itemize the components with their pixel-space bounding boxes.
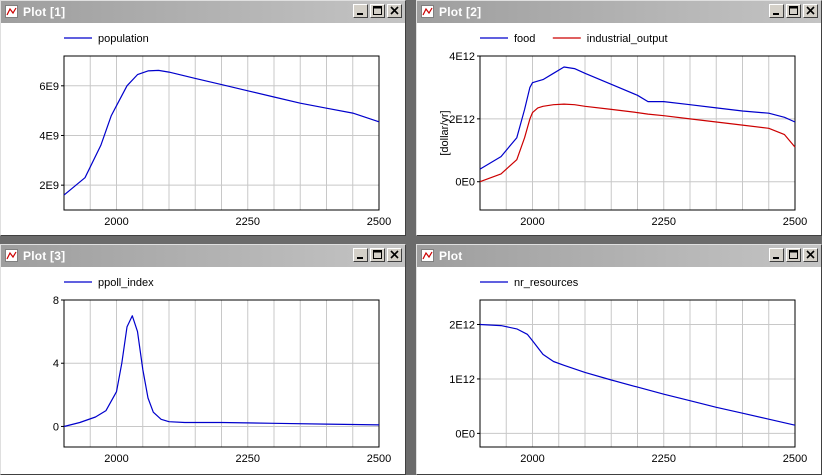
minimize-button[interactable] bbox=[353, 4, 368, 18]
x-tick-label: 2250 bbox=[652, 453, 676, 465]
plot-frame bbox=[479, 299, 796, 448]
x-tick-label: 2500 bbox=[367, 453, 391, 465]
y-tick-label: 4 bbox=[53, 358, 59, 370]
title-bar[interactable]: Plot [3] bbox=[1, 245, 405, 267]
x-tick-label: 2000 bbox=[104, 216, 128, 228]
maximize-button[interactable] bbox=[786, 4, 801, 18]
plot-window-4[interactable]: Plot 0E0 1E12 2E12 2000 2250 2500 nr_resources bbox=[416, 244, 822, 475]
series-line-ppoll_index bbox=[63, 315, 380, 428]
plot-window-icon bbox=[5, 5, 18, 18]
x-tick-label: 2000 bbox=[520, 453, 544, 465]
x-tick-label: 2500 bbox=[783, 453, 807, 465]
y-tick-label: 2E12 bbox=[449, 114, 475, 126]
series-line-nr_resources bbox=[479, 323, 796, 426]
plot-window-icon bbox=[5, 249, 18, 262]
y-axis-label: [dollar/yr] bbox=[439, 110, 451, 155]
y-tick-label: 2E12 bbox=[449, 320, 475, 332]
x-tick-label: 2000 bbox=[104, 453, 128, 465]
window-title: Plot bbox=[439, 249, 463, 263]
plot-2-chart: 0E0 2E12 4E12 2000 2250 2500 [dollar/yr] food in… bbox=[439, 33, 807, 228]
plot-window-2[interactable]: Plot [2] 0E0 2E12 4E12 2000 2250 2500 [dollar/… bbox=[416, 0, 822, 236]
minimize-button[interactable] bbox=[769, 4, 784, 18]
minimize-button[interactable] bbox=[353, 248, 368, 262]
maximize-button[interactable] bbox=[786, 248, 801, 262]
x-tick-label: 2250 bbox=[236, 453, 260, 465]
legend-label: nr_resources bbox=[514, 277, 579, 289]
y-tick-label: 8 bbox=[53, 295, 59, 307]
legend-label: food bbox=[514, 33, 535, 45]
legend-label: industrial_output bbox=[587, 33, 668, 45]
x-tick-label: 2500 bbox=[783, 216, 807, 228]
series-line-population bbox=[63, 69, 380, 196]
x-tick-label: 2000 bbox=[520, 216, 544, 228]
x-tick-label: 2500 bbox=[367, 216, 391, 228]
window-title: Plot [1] bbox=[23, 5, 66, 19]
plot-window-icon bbox=[421, 5, 434, 18]
y-tick-label: 1E12 bbox=[449, 374, 475, 386]
y-tick-label: 0E0 bbox=[455, 428, 475, 440]
close-button[interactable] bbox=[387, 248, 402, 262]
plot-4-chart: 0E0 1E12 2E12 2000 2250 2500 nr_resources bbox=[449, 277, 807, 465]
close-button[interactable] bbox=[803, 4, 818, 18]
plot-3-chart: 0 4 8 2000 2250 2500 ppoll_index bbox=[53, 277, 391, 465]
maximize-button[interactable] bbox=[370, 4, 385, 18]
legend-label: ppoll_index bbox=[98, 277, 154, 289]
y-tick-label: 0 bbox=[53, 421, 59, 433]
plot-window-1[interactable]: Plot [1] 2E9 4E9 6E9 2000 2250 2500 population bbox=[0, 0, 406, 236]
y-tick-label: 2E9 bbox=[39, 180, 59, 192]
title-bar[interactable]: Plot bbox=[417, 245, 821, 267]
title-bar[interactable]: Plot [2] bbox=[417, 1, 821, 23]
title-bar[interactable]: Plot [1] bbox=[1, 1, 405, 23]
maximize-button[interactable] bbox=[370, 248, 385, 262]
close-button[interactable] bbox=[803, 248, 818, 262]
legend-label: population bbox=[98, 33, 149, 45]
y-tick-label: 4E9 bbox=[39, 130, 59, 142]
plot-1-chart: 2E9 4E9 6E9 2000 2250 2500 population bbox=[39, 33, 391, 228]
plot-window-icon bbox=[421, 249, 434, 262]
series-line-industrial_output bbox=[479, 103, 796, 183]
y-tick-label: 0E0 bbox=[455, 177, 475, 189]
window-title: Plot [3] bbox=[23, 249, 66, 263]
plot-window-3[interactable]: Plot [3] 0 4 8 2000 2250 2500 ppoll_index bbox=[0, 244, 406, 475]
y-tick-label: 6E9 bbox=[39, 81, 59, 93]
plot-frame bbox=[479, 55, 796, 211]
x-tick-label: 2250 bbox=[652, 216, 676, 228]
y-tick-label: 4E12 bbox=[449, 51, 475, 63]
plot-frame bbox=[63, 55, 380, 211]
series-line-food bbox=[479, 66, 796, 170]
minimize-button[interactable] bbox=[769, 248, 784, 262]
plot-frame bbox=[63, 299, 380, 448]
close-button[interactable] bbox=[387, 4, 402, 18]
window-title: Plot [2] bbox=[439, 5, 482, 19]
x-tick-label: 2250 bbox=[236, 216, 260, 228]
